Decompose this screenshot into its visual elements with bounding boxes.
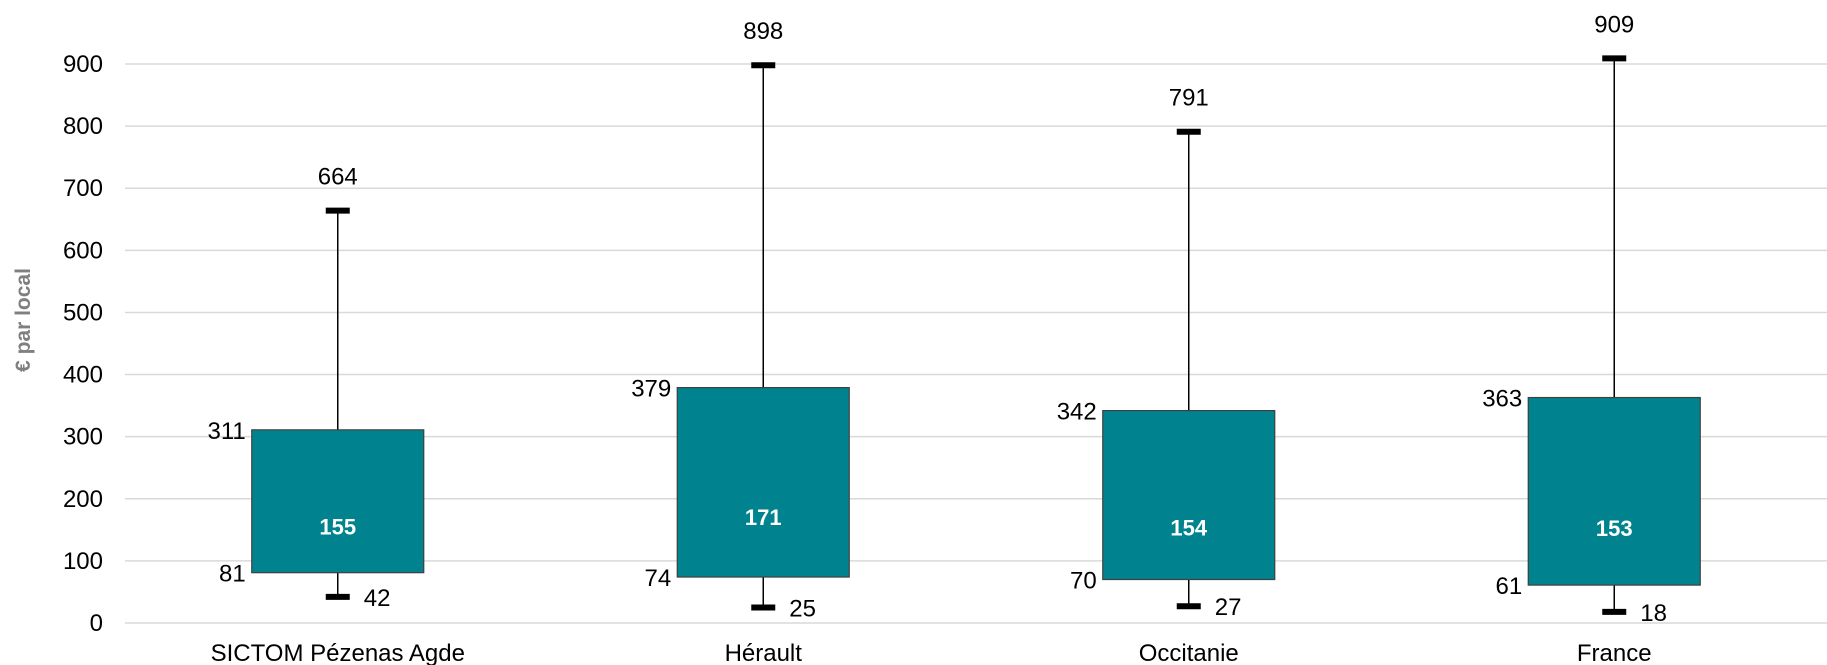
box-group-1: 898 379 74 25 171 <box>631 18 850 622</box>
y-tick-label: 400 <box>63 362 103 389</box>
y-tick-label: 900 <box>63 51 103 78</box>
category-label: SICTOM Pézenas Agde <box>211 640 465 665</box>
category-label: France <box>1577 640 1652 665</box>
y-tick-label: 700 <box>63 175 103 202</box>
min-label: 27 <box>1215 594 1242 621</box>
y-axis-ticks: 0 100 200 300 400 500 600 700 800 900 <box>63 51 103 637</box>
box <box>1102 409 1276 581</box>
boxes: 664 311 81 42 155 898 379 74 25 171 791 342 70 27 154 9… <box>207 11 1701 627</box>
box <box>1527 396 1701 586</box>
y-tick-label: 500 <box>63 299 103 326</box>
q1-label: 70 <box>1070 568 1097 595</box>
mid-label: 153 <box>1596 516 1633 541</box>
q3-label: 363 <box>1482 386 1522 413</box>
mid-label: 155 <box>319 515 356 540</box>
y-tick-label: 600 <box>63 237 103 264</box>
max-label: 664 <box>318 164 358 191</box>
mid-label: 154 <box>1170 515 1207 540</box>
q1-label: 61 <box>1496 573 1523 600</box>
y-tick-label: 100 <box>63 548 103 575</box>
y-tick-label: 300 <box>63 424 103 451</box>
q3-label: 379 <box>631 376 671 403</box>
box <box>251 429 425 574</box>
y-axis-label: € par local <box>12 268 35 372</box>
max-label: 898 <box>743 18 783 45</box>
box-group-2: 791 342 70 27 154 <box>1057 85 1276 621</box>
q3-label: 342 <box>1057 399 1097 426</box>
q1-label: 81 <box>219 561 246 588</box>
y-tick-label: 800 <box>63 113 103 140</box>
q1-label: 74 <box>645 565 672 592</box>
q3-label: 311 <box>207 418 245 445</box>
x-axis-categories: SICTOM Pézenas Agde Hérault Occitanie Franc… <box>211 640 1652 665</box>
category-label: Occitanie <box>1139 640 1239 665</box>
category-label: Hérault <box>725 640 803 665</box>
box-group-0: 664 311 81 42 155 <box>207 164 425 612</box>
y-tick-label: 200 <box>63 486 103 513</box>
min-label: 42 <box>364 585 391 612</box>
min-label: 18 <box>1640 600 1667 627</box>
box <box>676 386 850 578</box>
mid-label: 171 <box>745 505 782 530</box>
y-tick-label: 0 <box>90 610 103 637</box>
max-label: 791 <box>1169 85 1209 112</box>
max-label: 909 <box>1594 11 1634 38</box>
box-group-3: 909 363 61 18 153 <box>1482 11 1701 627</box>
min-label: 25 <box>789 595 816 622</box>
